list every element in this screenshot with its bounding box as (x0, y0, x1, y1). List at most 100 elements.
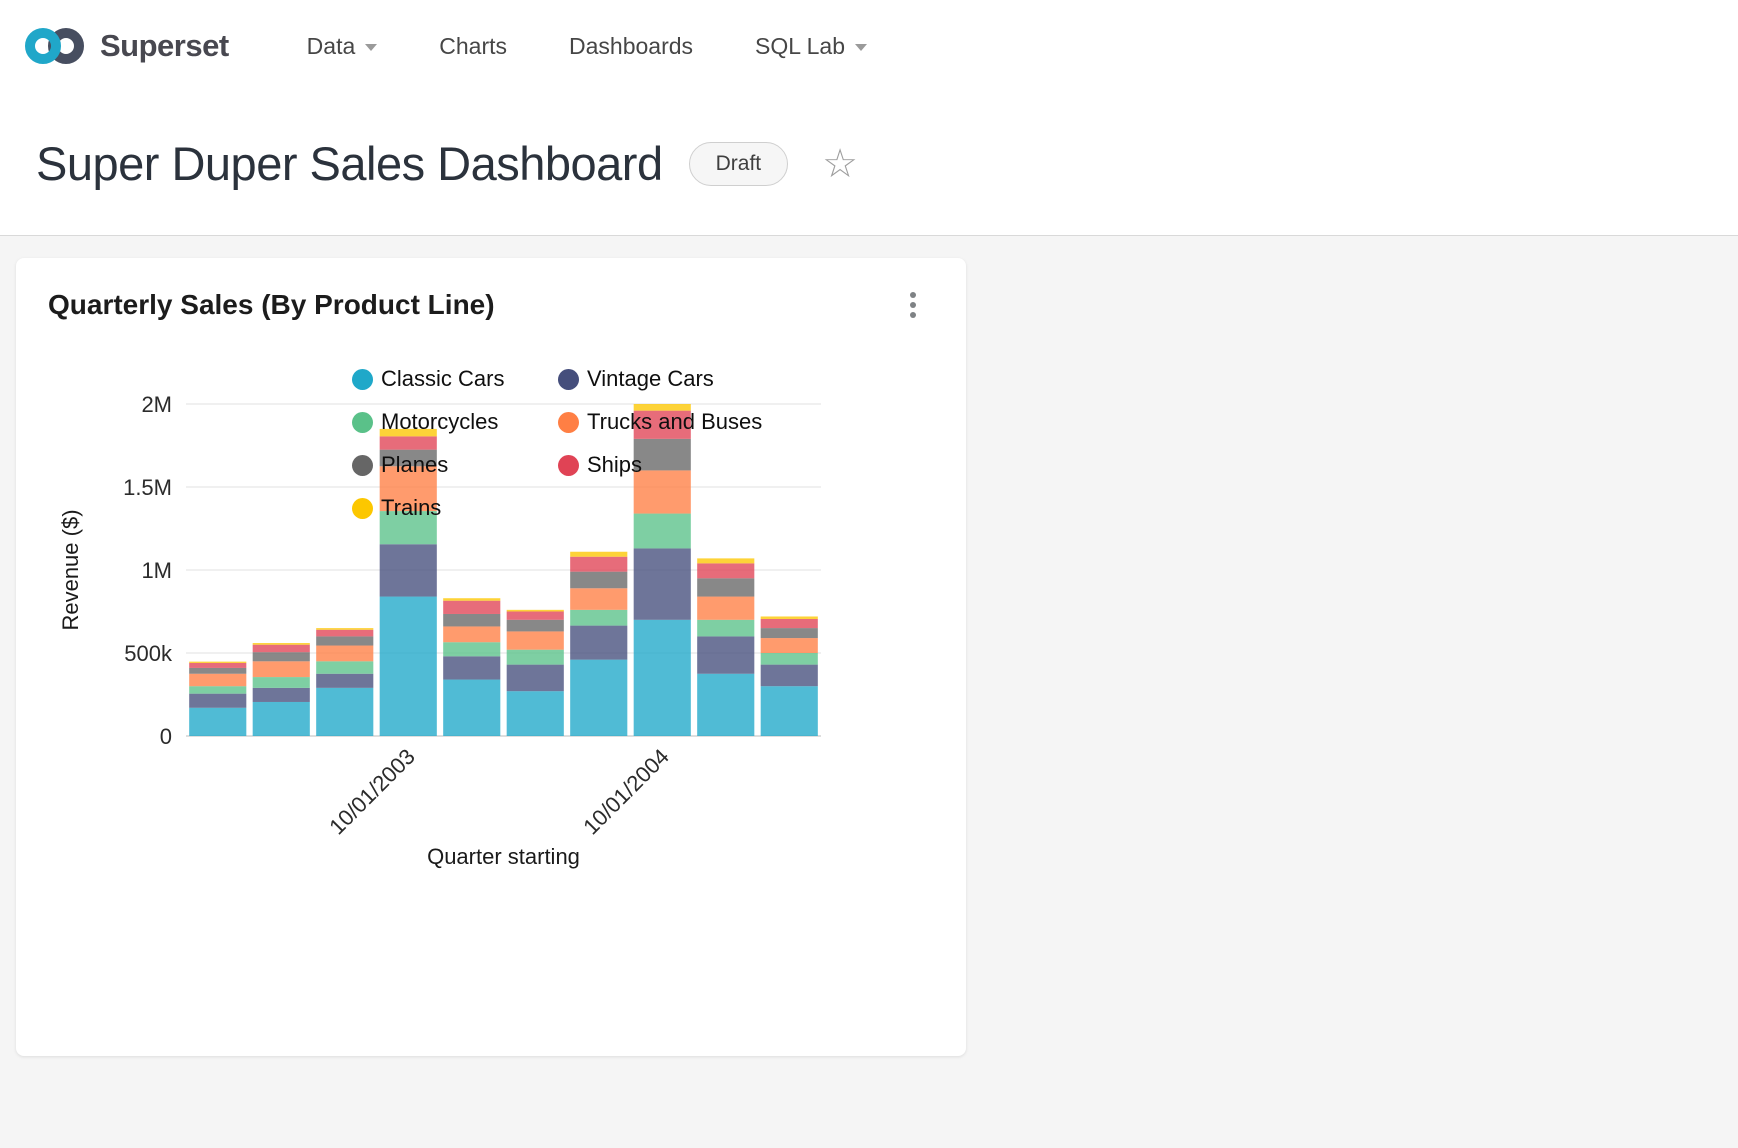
bar-segment-trucks-and-buses-q10[interactable] (760, 638, 818, 653)
legend-item-vintage-cars[interactable]: Vintage Cars (558, 366, 762, 392)
bar-segment-motorcycles-q2[interactable] (252, 677, 310, 688)
bar-segment-planes-q2[interactable] (252, 652, 310, 662)
dashboard-content: Quarterly Sales (By Product Line) Classi… (0, 236, 1738, 1056)
legend-item-planes[interactable]: Planes (352, 452, 558, 478)
bar-segment-planes-q6[interactable] (506, 619, 564, 632)
bar-segment-motorcycles-q7[interactable] (570, 609, 628, 626)
bar-segment-classic-cars-q7[interactable] (570, 659, 628, 736)
nav-item-dashboards[interactable]: Dashboards (569, 33, 693, 60)
bar-segment-ships-q2[interactable] (252, 644, 310, 653)
bar-segment-classic-cars-q3[interactable] (316, 687, 374, 736)
bar-segment-ships-q1[interactable] (189, 662, 247, 668)
nav-item-charts[interactable]: Charts (439, 33, 507, 60)
bar-segment-ships-q9[interactable] (697, 563, 755, 579)
y-axis-tick-label: 500k (124, 641, 173, 666)
nav-item-label: Dashboards (569, 32, 694, 59)
bar-segment-trains-q10[interactable] (760, 616, 818, 619)
bar-segment-classic-cars-q6[interactable] (506, 691, 564, 736)
bar-segment-vintage-cars-q4[interactable] (379, 544, 437, 597)
bar-segment-trucks-and-buses-q9[interactable] (697, 596, 755, 620)
nav-item-data[interactable]: Data (307, 33, 378, 60)
bar-segment-vintage-cars-q10[interactable] (760, 664, 818, 687)
bar-segment-trucks-and-buses-q3[interactable] (316, 645, 374, 662)
bar-segment-planes-q7[interactable] (570, 571, 628, 589)
bar-segment-classic-cars-q10[interactable] (760, 686, 818, 736)
bar-segment-motorcycles-q3[interactable] (316, 661, 374, 674)
bar-segment-trains-q4[interactable] (379, 428, 437, 437)
bar-segment-trucks-and-buses-q1[interactable] (189, 673, 247, 687)
bar-segment-motorcycles-q5[interactable] (443, 642, 501, 657)
nav-item-label: Data (306, 32, 356, 59)
bar-segment-ships-q7[interactable] (570, 556, 628, 572)
chart-card-header: Quarterly Sales (By Product Line) (16, 258, 966, 324)
page-title: Super Duper Sales Dashboard (36, 137, 663, 190)
bar-segment-trains-q6[interactable] (506, 609, 564, 612)
draft-badge[interactable]: Draft (688, 141, 789, 186)
legend-item-ships[interactable]: Ships (558, 452, 762, 478)
bar-segment-trains-q3[interactable] (316, 628, 374, 630)
bar-segment-trucks-and-buses-q8[interactable] (633, 470, 691, 514)
bar-segment-motorcycles-q9[interactable] (697, 619, 755, 637)
bar-segment-vintage-cars-q9[interactable] (697, 636, 755, 674)
bar-segment-ships-q8[interactable] (633, 410, 691, 439)
bar-segment-classic-cars-q5[interactable] (443, 679, 501, 736)
y-axis-title: Revenue ($) (58, 509, 83, 630)
bar-segment-trucks-and-buses-q6[interactable] (506, 631, 564, 650)
bar-segment-vintage-cars-q7[interactable] (570, 625, 628, 660)
bar-segment-ships-q5[interactable] (443, 600, 501, 614)
main-nav: Data Charts Dashboards SQL Lab (307, 33, 867, 60)
legend-item-classic-cars[interactable]: Classic Cars (352, 366, 558, 392)
bar-segment-trains-q9[interactable] (697, 558, 755, 564)
bar-segment-ships-q3[interactable] (316, 629, 374, 637)
bar-segment-motorcycles-q4[interactable] (379, 511, 437, 545)
bar-segment-planes-q9[interactable] (697, 578, 755, 597)
bar-segment-ships-q10[interactable] (760, 618, 818, 629)
nav-item-sql-lab[interactable]: SQL Lab (755, 33, 867, 60)
bar-segment-trains-q2[interactable] (252, 643, 310, 645)
bar-segment-trains-q8[interactable] (633, 404, 691, 411)
bar-segment-trucks-and-buses-q5[interactable] (443, 626, 501, 643)
bar-segment-vintage-cars-q8[interactable] (633, 548, 691, 620)
bar-segment-trucks-and-buses-q4[interactable] (379, 466, 437, 512)
brand-home-link[interactable]: Superset (20, 23, 229, 69)
star-icon[interactable]: ☆ (822, 141, 858, 186)
bar-segment-trucks-and-buses-q7[interactable] (570, 588, 628, 610)
y-axis-tick-label: 1M (141, 558, 172, 583)
bar-segment-vintage-cars-q6[interactable] (506, 664, 564, 692)
bar-segment-trains-q7[interactable] (570, 551, 628, 557)
bar-segment-ships-q4[interactable] (379, 436, 437, 450)
bar-segment-vintage-cars-q2[interactable] (252, 687, 310, 702)
bar-segment-vintage-cars-q5[interactable] (443, 656, 501, 680)
bar-segment-planes-q1[interactable] (189, 667, 247, 674)
legend-item-trucks-and-buses[interactable]: Trucks and Buses (558, 409, 762, 435)
bar-segment-motorcycles-q10[interactable] (760, 653, 818, 665)
y-axis-tick-label: 0 (160, 724, 172, 749)
bar-segment-motorcycles-q6[interactable] (506, 649, 564, 665)
legend-label: Classic Cars (381, 366, 505, 391)
bar-segment-vintage-cars-q3[interactable] (316, 673, 374, 688)
bar-segment-classic-cars-q8[interactable] (633, 619, 691, 736)
bar-segment-motorcycles-q1[interactable] (189, 686, 247, 694)
bar-segment-trains-q1[interactable] (189, 661, 247, 663)
bar-segment-planes-q4[interactable] (379, 449, 437, 467)
chart-svg: 0 500k 1M 1.5M 2M 10/01/2003 10/01/2004 Revenue… (58, 392, 821, 869)
bar-segment-ships-q6[interactable] (506, 611, 564, 620)
bar-segment-trains-q5[interactable] (443, 598, 501, 601)
bar-segment-planes-q10[interactable] (760, 628, 818, 639)
bar-segment-trucks-and-buses-q2[interactable] (252, 661, 310, 678)
bar-segment-classic-cars-q1[interactable] (189, 707, 247, 736)
brand-name: Superset (100, 28, 229, 63)
bar-segment-planes-q5[interactable] (443, 613, 501, 627)
bar-segment-classic-cars-q4[interactable] (379, 596, 437, 736)
bar-segment-planes-q8[interactable] (633, 438, 691, 471)
legend-item-motorcycles[interactable]: Motorcycles (352, 409, 558, 435)
y-axis-tick-label: 2M (141, 392, 172, 417)
kebab-menu-icon[interactable] (904, 286, 922, 324)
legend-dot (352, 454, 373, 476)
bar-segment-motorcycles-q8[interactable] (633, 513, 691, 549)
legend-item-trains[interactable]: Trains (352, 495, 558, 521)
bar-segment-classic-cars-q9[interactable] (697, 673, 755, 736)
bar-segment-planes-q3[interactable] (316, 636, 374, 646)
bar-segment-classic-cars-q2[interactable] (252, 701, 310, 736)
bar-segment-vintage-cars-q1[interactable] (189, 693, 247, 708)
